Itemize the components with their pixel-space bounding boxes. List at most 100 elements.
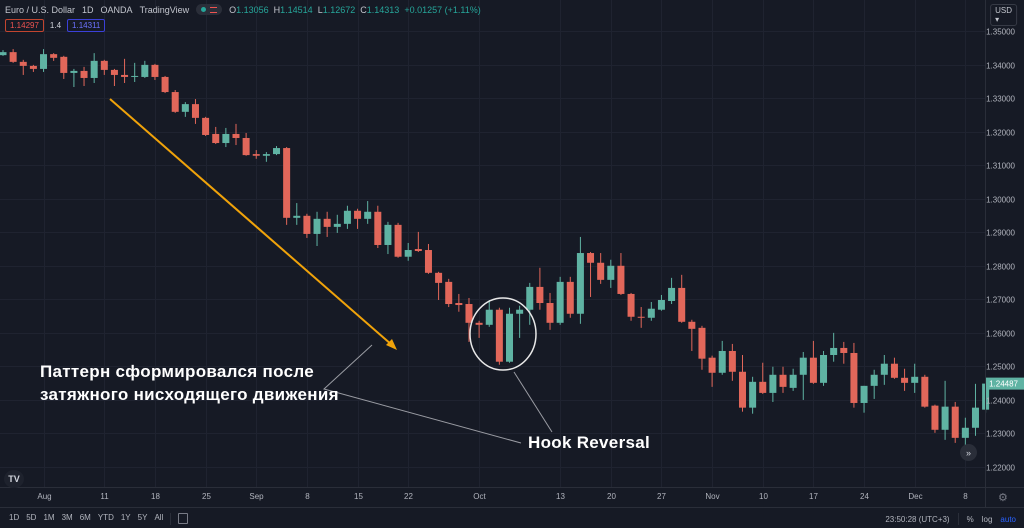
- range-button-1d[interactable]: 1D: [9, 513, 20, 522]
- time-axis[interactable]: Aug 11 18 25 Sep 8 15 22 Oct 13 20 27 Nov 10 17 24 Dec 8: [37, 492, 968, 501]
- candle-up: [506, 307, 513, 363]
- time-tick-label: 24: [860, 492, 869, 501]
- range-button-3m[interactable]: 3M: [61, 513, 73, 522]
- symbol-name[interactable]: Euro / U.S. Dollar: [5, 4, 76, 15]
- candle-body: [19, 61, 27, 66]
- range-button-5d[interactable]: 5D: [26, 513, 37, 522]
- candle-body: [70, 70, 78, 73]
- range-selector: 1D 5D 1M 3M 6M YTD 1Y 5Y All: [9, 513, 189, 525]
- callout-line-pattern[interactable]: [513, 371, 553, 433]
- candle-up: [556, 276, 564, 325]
- candle-body: [435, 272, 443, 283]
- range-button-all[interactable]: All: [154, 513, 164, 522]
- candle-body: [495, 309, 503, 362]
- candle-up: [769, 366, 777, 402]
- candle-body: [384, 224, 392, 245]
- price-tick-label: 1.22000: [986, 464, 1015, 473]
- candle-down: [303, 213, 311, 238]
- candle-down: [445, 278, 453, 308]
- clock[interactable]: 23:50:28 (UTC+3): [885, 514, 950, 524]
- interval[interactable]: 1D: [82, 4, 94, 15]
- candle-up: [971, 383, 979, 436]
- annotation-context-line1[interactable]: Паттерн сформировался после: [40, 362, 314, 381]
- price-tick-label: 1.24000: [986, 397, 1015, 406]
- candle-up: [222, 127, 230, 148]
- buy-button[interactable]: 1.14311: [67, 19, 106, 32]
- candle-body: [191, 104, 199, 118]
- candle-body: [860, 385, 868, 403]
- percent-toggle[interactable]: %: [966, 514, 974, 524]
- candle-body: [961, 427, 969, 438]
- last-price-marker: 1.24487: [986, 377, 1024, 390]
- pattern-circle[interactable]: [469, 297, 537, 371]
- auto-scale-toggle[interactable]: auto: [1000, 514, 1016, 524]
- candle-body: [171, 92, 179, 112]
- settings-icon[interactable]: ⚙: [998, 492, 1008, 504]
- trend-arrow[interactable]: [109, 98, 397, 350]
- price-axis[interactable]: 1.35000 1.34000 1.33000 1.32000 1.31000 1.300…: [986, 28, 1015, 473]
- time-tick-label: 20: [607, 492, 616, 501]
- scroll-to-realtime-button[interactable]: »: [960, 444, 977, 461]
- candle-down: [414, 231, 422, 253]
- candle-down: [252, 150, 260, 159]
- status-pill[interactable]: [196, 4, 223, 15]
- candle-down: [475, 320, 483, 338]
- last-price-label-bg: [986, 377, 1024, 390]
- price-chart[interactable]: 1.35000 1.34000 1.33000 1.32000 1.31000 1.300…: [0, 0, 1024, 507]
- candle-down: [232, 123, 240, 146]
- candle-body: [647, 308, 655, 318]
- time-tick-label: Dec: [908, 492, 922, 501]
- data-icon: [210, 6, 218, 13]
- candle-body: [313, 218, 321, 234]
- range-button-1m[interactable]: 1M: [43, 513, 55, 522]
- candle-down: [779, 366, 787, 393]
- annotation-context-line2[interactable]: затяжного нисходящего движения: [40, 385, 339, 404]
- range-button-ytd[interactable]: YTD: [97, 513, 114, 522]
- currency-select[interactable]: USD ▾: [990, 4, 1017, 26]
- candle-body: [617, 265, 625, 294]
- candle-body: [40, 54, 48, 69]
- candle-body: [698, 327, 706, 359]
- candle-down: [840, 341, 848, 364]
- price-tick-label: 1.32000: [986, 129, 1015, 138]
- candle-body: [911, 376, 919, 383]
- candle-body: [404, 250, 412, 257]
- price-tick-label: 1.23000: [986, 430, 1015, 439]
- candle-body: [222, 133, 230, 144]
- candle-up: [576, 236, 584, 324]
- candle-down: [161, 75, 169, 94]
- calendar-icon[interactable]: [178, 513, 189, 524]
- candle-body: [597, 262, 605, 280]
- spread-value: 1.4: [49, 21, 62, 30]
- divider: [957, 513, 959, 525]
- time-tick-label: 11: [100, 492, 109, 501]
- candle-body: [181, 104, 189, 112]
- candle-up: [313, 211, 321, 246]
- candle-down: [678, 274, 686, 323]
- candle-body: [424, 250, 432, 273]
- high-value: 1.14514: [280, 4, 313, 15]
- candle-body: [212, 133, 220, 144]
- candle-down: [212, 126, 220, 145]
- candle-body: [333, 223, 341, 227]
- callout-line-context[interactable]: [322, 344, 522, 444]
- log-toggle[interactable]: log: [981, 514, 993, 524]
- tradingview-logo[interactable]: TV: [4, 470, 24, 488]
- divider: [170, 513, 172, 525]
- candle-up: [90, 53, 98, 83]
- range-button-1y[interactable]: 1Y: [120, 513, 131, 522]
- range-button-6m[interactable]: 6M: [79, 513, 91, 522]
- candle-up: [333, 214, 341, 233]
- time-tick-label: Sep: [249, 492, 264, 501]
- candle-down: [617, 253, 625, 295]
- candle-body: [627, 293, 635, 317]
- time-tick-label: 15: [354, 492, 363, 501]
- candle-body: [728, 350, 736, 372]
- sell-button[interactable]: 1.14297: [5, 19, 44, 32]
- candle-down: [688, 319, 696, 351]
- candle-body: [850, 352, 858, 403]
- candle-down: [171, 90, 179, 113]
- annotation-pattern-label[interactable]: Hook Reversal: [528, 433, 651, 452]
- last-price-label: 1.24487: [989, 380, 1018, 389]
- range-button-5y[interactable]: 5Y: [137, 513, 148, 522]
